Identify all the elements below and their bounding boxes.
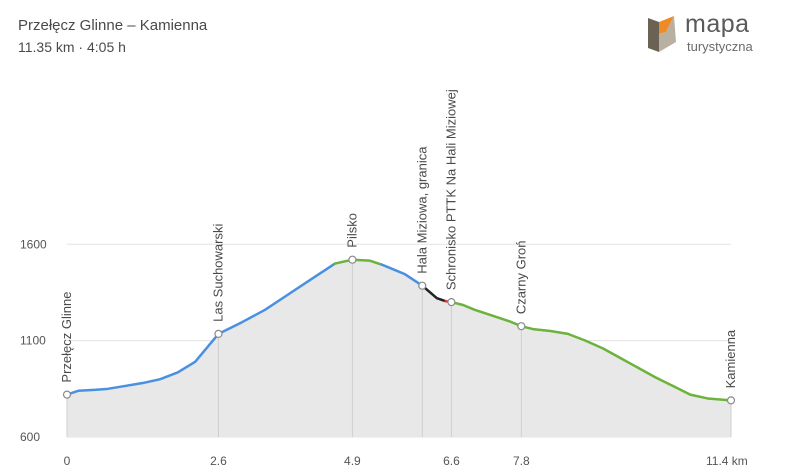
- logo-mark-icon: [648, 16, 676, 52]
- poi-label: Przełęcz Glinne: [59, 292, 74, 383]
- elevation-segment-1: [333, 258, 383, 266]
- x-tick-label: 0: [64, 454, 71, 468]
- poi-label: Czarny Groń: [513, 240, 528, 314]
- chart-header: Przełęcz Glinne – Kamienna 11.35 km · 4:…: [18, 16, 207, 57]
- elevation-segment-3: [421, 284, 447, 303]
- elevation-segment-2: [380, 263, 424, 287]
- poi-marker[interactable]: [214, 329, 223, 338]
- elevation-fill: [67, 259, 731, 437]
- y-tick-label: 1100: [20, 334, 46, 348]
- x-tick-label: 7.8: [513, 454, 530, 468]
- x-tick-label: 2.6: [210, 454, 227, 468]
- poi-marker[interactable]: [726, 396, 736, 405]
- y-tick-label: 600: [20, 430, 40, 444]
- poi-marker[interactable]: [517, 322, 526, 331]
- route-summary: 11.35 km · 4:05 h: [18, 39, 126, 55]
- route-title: Przełęcz Glinne – Kamienna: [18, 17, 208, 34]
- poi-label: Schronisko PTTK Na Hali Miziowej: [443, 89, 458, 290]
- x-tick-label: 6.6: [443, 454, 460, 468]
- elevation-area: [67, 259, 731, 437]
- poi-marker[interactable]: [348, 255, 357, 264]
- logo-wordmark: mapa: [685, 10, 750, 38]
- poi-marker[interactable]: [447, 297, 456, 307]
- logo-subtitle: turystyczna: [687, 39, 753, 54]
- poi-label: Hala Miziowa, granica: [414, 146, 429, 274]
- poi-label: Las Suchowarski: [210, 224, 225, 322]
- poi-marker[interactable]: [418, 281, 427, 290]
- poi-marker[interactable]: [62, 390, 72, 399]
- x-tick-label: 4.9: [344, 454, 361, 468]
- poi-labels: Przełęcz Glinne Las Suchowarski Pilsko Hala…: [59, 89, 738, 388]
- poi-markers: [62, 255, 736, 405]
- elevation-segment-5: [450, 300, 733, 402]
- chart-axes: 600 1100 1600 0 2.6 4.9 6.6 7.8 11.4 km: [20, 237, 748, 468]
- elevation-segment-0: [65, 262, 337, 396]
- poi-label: Kamienna: [723, 329, 738, 388]
- poi-guide-lines: [66, 259, 732, 437]
- x-tick-label: 11.4 km: [706, 454, 748, 468]
- mapa-turystyczna-logo[interactable]: mapa turystyczna: [644, 10, 774, 58]
- y-tick-label: 1600: [20, 237, 47, 251]
- poi-label: Pilsko: [344, 213, 359, 248]
- elevation-line: [65, 258, 733, 402]
